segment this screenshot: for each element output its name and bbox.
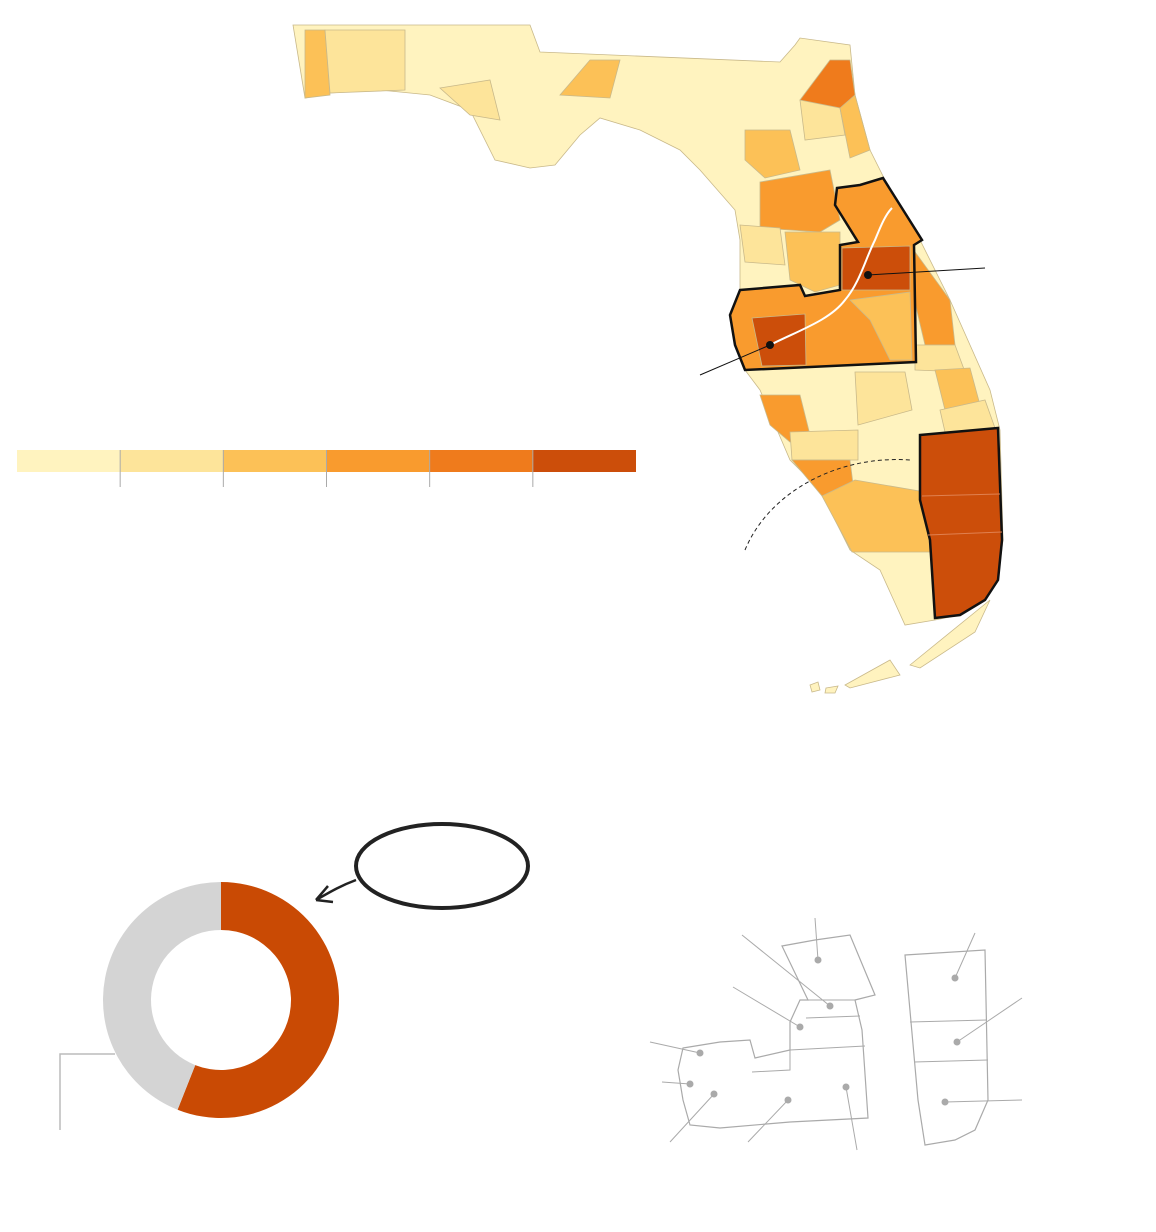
county-dots <box>686 956 961 1106</box>
legend-swatch <box>532 450 636 472</box>
county <box>789 429 859 461</box>
leader-line <box>649 917 1023 1151</box>
legend-swatch <box>223 450 327 472</box>
county <box>744 129 801 179</box>
county <box>739 224 786 266</box>
county-border <box>751 999 866 1073</box>
county <box>759 169 841 233</box>
county-border <box>921 493 1003 536</box>
legend-swatch <box>326 450 430 472</box>
keys <box>809 599 991 694</box>
leader-line <box>699 344 771 376</box>
county <box>439 79 501 121</box>
region-outline <box>904 949 989 1146</box>
county <box>821 479 931 553</box>
county-border <box>909 1019 989 1063</box>
county <box>854 371 913 426</box>
donut-chart <box>102 881 339 1118</box>
donut-slice <box>102 881 221 1110</box>
legend-swatch <box>429 450 533 472</box>
color-legend <box>17 450 636 487</box>
sketch-circle <box>354 822 530 910</box>
county <box>559 59 621 99</box>
county <box>304 29 331 99</box>
miami-region <box>918 426 1004 620</box>
connector <box>59 1053 115 1130</box>
city-dot <box>766 341 774 349</box>
sketch-arrow <box>315 878 357 904</box>
county <box>839 94 871 159</box>
region-outlines <box>649 917 1023 1151</box>
legend-swatch <box>120 450 224 472</box>
leader-line <box>867 267 986 276</box>
dashed-arc <box>744 459 911 551</box>
county <box>841 245 911 291</box>
florida-map <box>292 24 1004 694</box>
city-dot <box>864 271 872 279</box>
county <box>849 291 913 361</box>
county <box>324 29 406 94</box>
region-outline <box>677 934 876 1129</box>
donut-slice <box>177 882 339 1118</box>
legend-swatch <box>17 450 121 472</box>
county <box>784 231 841 293</box>
highway <box>769 207 893 346</box>
